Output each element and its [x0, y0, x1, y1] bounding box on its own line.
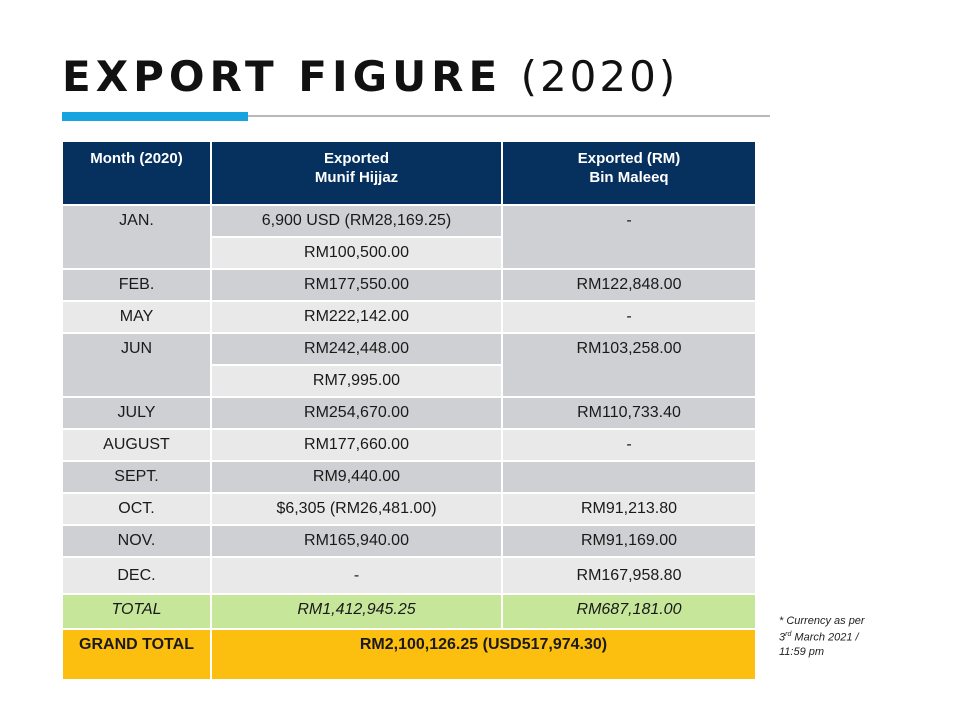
header-col1-line1: Exported	[323, 150, 389, 167]
cell-munif: RM242,448.00	[210, 332, 503, 366]
cell-munif: $6,305 (RM26,481.00)	[210, 492, 503, 526]
table-row-dec: DEC. - RM167,958.80	[61, 556, 757, 595]
cell-month: SEPT.	[61, 460, 212, 494]
cell-maleeq: RM91,213.80	[501, 492, 757, 526]
table-row-sept: SEPT. RM9,440.00	[61, 460, 757, 494]
note-day-suffix: rd	[785, 631, 792, 638]
cell-munif: RM222,142.00	[210, 300, 503, 334]
cell-munif: RM165,940.00	[210, 524, 503, 558]
cell-month: DEC.	[61, 556, 212, 595]
table-row-jun: JUN RM242,448.00 RM103,258.00	[61, 332, 757, 398]
cell-munif: RM254,670.00	[210, 396, 503, 430]
cell-maleeq: -	[501, 300, 757, 334]
grand-total-value: RM2,100,126.25 (USD517,974.30)	[210, 628, 757, 681]
cell-maleeq: RM103,258.00	[501, 332, 757, 398]
total-munif: RM1,412,945.25	[210, 593, 503, 630]
cell-munif: RM177,550.00	[210, 268, 503, 302]
table-row-grand-total: GRAND TOTAL RM2,100,126.25 (USD517,974.3…	[61, 628, 757, 681]
table-row-total: TOTAL RM1,412,945.25 RM687,181.00	[61, 593, 757, 630]
currency-note: * Currency as per 3rd March 2021 / 11:59…	[779, 614, 909, 659]
header-col2-line1: Exported (RM)	[577, 150, 681, 167]
cell-month: AUGUST	[61, 428, 212, 462]
note-line2: March 2021 /	[791, 631, 859, 644]
header-col2-line2: Bin Maleeq	[589, 169, 669, 186]
table-row-jan-2: RM100,500.00	[62, 236, 756, 270]
cell-munif: 6,900 USD (RM28,169.25)	[210, 204, 503, 238]
title-main: EXPORT FIGURE	[62, 52, 503, 101]
note-day: 3	[779, 631, 786, 644]
title-year: (2020)	[520, 52, 679, 101]
table-row-nov: NOV. RM165,940.00 RM91,169.00	[61, 524, 757, 558]
cell-munif: RM177,660.00	[210, 428, 503, 462]
cell-month: JAN.	[61, 204, 212, 270]
header-month: Month (2020)	[61, 140, 212, 206]
cell-month: FEB.	[61, 268, 212, 302]
cell-maleeq: -	[501, 428, 757, 462]
cell-munif: RM7,995.00	[210, 364, 503, 398]
table-row-jun-2: RM7,995.00	[62, 364, 756, 398]
cell-month: MAY	[61, 300, 212, 334]
table-row-feb: FEB. RM177,550.00 RM122,848.00	[61, 268, 757, 302]
cell-month: JUN	[61, 332, 212, 398]
table-row-may: MAY RM222,142.00 -	[61, 300, 757, 334]
table-row-oct: OCT. $6,305 (RM26,481.00) RM91,213.80	[61, 492, 757, 526]
table-header-row: Month (2020) Exported Munif Hijjaz Expor…	[61, 140, 757, 206]
grand-total-label: GRAND TOTAL	[61, 628, 212, 681]
export-table: Month (2020) Exported Munif Hijjaz Expor…	[61, 140, 757, 681]
cell-maleeq: RM110,733.40	[501, 396, 757, 430]
cell-maleeq: -	[501, 204, 757, 270]
header-munif-hijjaz: Exported Munif Hijjaz	[210, 140, 503, 206]
cell-maleeq: RM91,169.00	[501, 524, 757, 558]
cell-maleeq	[501, 460, 757, 494]
note-line3: 11:59 pm	[779, 645, 825, 658]
table-row-august: AUGUST RM177,660.00 -	[61, 428, 757, 462]
cell-maleeq: RM167,958.80	[501, 556, 757, 595]
cell-month: OCT.	[61, 492, 212, 526]
table-row-july: JULY RM254,670.00 RM110,733.40	[61, 396, 757, 430]
header-col1-line2: Munif Hijjaz	[314, 169, 399, 186]
cell-maleeq: RM122,848.00	[501, 268, 757, 302]
header-bin-maleeq: Exported (RM) Bin Maleeq	[501, 140, 757, 206]
cell-munif: RM100,500.00	[210, 236, 503, 270]
title-underline-gray	[62, 115, 770, 117]
page-title: EXPORT FIGURE (2020)	[62, 52, 678, 101]
cell-munif: RM9,440.00	[210, 460, 503, 494]
cell-munif: -	[210, 556, 503, 595]
table-row-jan: JAN. 6,900 USD (RM28,169.25) -	[61, 204, 757, 270]
total-label: TOTAL	[61, 593, 212, 630]
cell-month: NOV.	[61, 524, 212, 558]
note-line1: * Currency as per	[779, 615, 865, 627]
cell-month: JULY	[61, 396, 212, 430]
title-underline-blue	[62, 112, 248, 121]
total-maleeq: RM687,181.00	[501, 593, 757, 630]
